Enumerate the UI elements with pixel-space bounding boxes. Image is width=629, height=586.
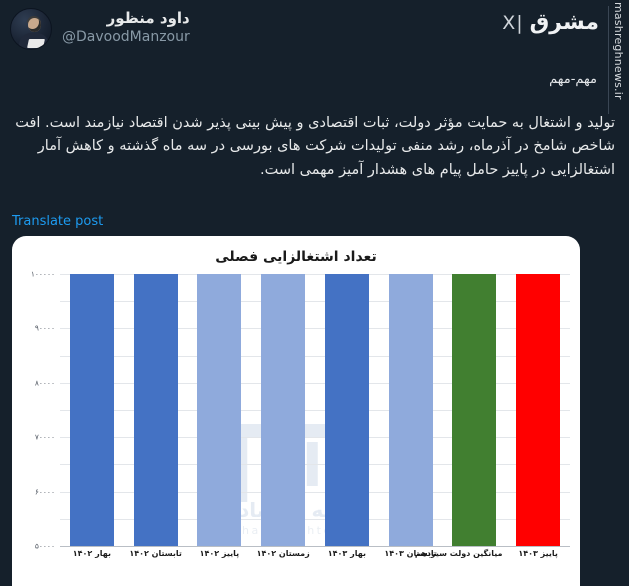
x-axis-label: بهار ۱۴۰۳ (327, 549, 366, 558)
bar-slot: ۳۴۳۷۷۶ (383, 274, 439, 546)
bar[interactable] (324, 274, 369, 546)
avatar[interactable] (10, 8, 52, 50)
header-divider (608, 6, 609, 114)
chart-plot-area: خانه اقتصاد Khaneyeghtesad ۱۰۰۰۰۰۹۰۰۰۰۸۰… (12, 270, 580, 586)
avatar-laptop (27, 39, 45, 48)
x-axis-label: میانگین دولت سیزدهم (414, 549, 503, 558)
avatar-head (28, 18, 41, 32)
post-body-text: تولید و اشتغال به حمایت مؤثر دولت، ثبات … (15, 115, 615, 178)
gridline: ۹۰۰۰۰ (35, 301, 570, 333)
translate-post-link[interactable]: Translate post (12, 214, 104, 229)
y-axis-tick-label: ۱۰۰۰۰۰ (30, 269, 55, 279)
chart-gridlines: ۱۰۰۰۰۰۹۰۰۰۰۸۰۰۰۰۷۰۰۰۰۶۰۰۰۰۵۰۰۰۰۴۰۰۰۰۳۰۰۰… (31, 270, 570, 551)
chart-x-axis-labels: بهار ۱۴۰۲ تابستان ۱۴۰۲ پاییز ۱۴۰۲ زمستان ۱۴… (60, 549, 570, 559)
brand-logo-group: X| مشرق (502, 10, 600, 35)
gridline: ۶۰۰۰۰ (35, 382, 570, 496)
gridline: ۷۰۰۰۰ (35, 355, 570, 442)
bar[interactable] (197, 274, 242, 546)
y-axis-tick-label: ۹۰۰۰۰ (34, 323, 55, 333)
author-display-name[interactable]: داود منظور (106, 9, 190, 27)
x-axis-label: پاییز ۱۴۰۳ (518, 549, 558, 558)
gridline: ۳۰۰۰۰ (60, 464, 570, 466)
y-axis-tick-label: ۸۰۰۰۰ (34, 378, 55, 388)
post-header: داود منظور @DavoodManzour (10, 8, 190, 50)
x-axis-label: پاییز ۱۴۰۲ (199, 549, 240, 558)
author-handle[interactable]: @DavoodManzour (62, 28, 190, 45)
bar-slot: ۷۵۷۱۱۱ (255, 274, 311, 546)
bar-slot: ۷۰۵۵۰۱ (191, 274, 247, 546)
bar[interactable] (516, 274, 561, 546)
bar[interactable] (261, 274, 306, 546)
gridline: ۱۰۰۰۰۰ (31, 270, 570, 279)
bar-slot: ۴۳۴۶۲۲ (446, 274, 502, 546)
chart-card[interactable]: تعداد اشتغالزایی فصلی خانه اقتصاد Khaney… (12, 236, 580, 586)
bar[interactable] (388, 274, 433, 546)
y-axis-tick-label: ۷۰۰۰۰ (34, 432, 55, 442)
x-axis-label: تابستان ۱۴۰۲ (129, 549, 182, 558)
chart-title: تعداد اشتغالزایی فصلی (215, 249, 377, 265)
gridline: ۰ (60, 546, 570, 547)
y-axis-tick-label: ۶۰۰۰۰ (34, 487, 55, 497)
gridline: ۲۰۰۰۰ (60, 491, 570, 493)
x-axis-label: تابستان ۱۴۰۳ (384, 549, 437, 558)
bar-slot: ۷۳۸۰۷۶ (64, 274, 120, 546)
gridline: ۸۰۰۰۰ (35, 328, 570, 387)
site-url-watermark: mashreghnews.ir (612, 2, 625, 100)
gridline: ۵۰۰۰۰ (35, 410, 570, 551)
chart-bars: ۷۳۸۰۷۶۹۰۶۷۹۹۷۰۵۵۰۱۷۵۷۱۱۱۳۳۹۸۱۴۳۴۳۷۷۶۴۳۴۶… (60, 274, 570, 546)
gridline: ۱۰۰۰۰ (60, 518, 570, 520)
gridline: ۴۰۰۰۰ (60, 437, 570, 439)
bar-slot: ۹۰۶۷۹۹ (128, 274, 184, 546)
author-names: داود منظور @DavoodManzour (62, 8, 190, 46)
tagline-text: مهم-مهم (549, 72, 597, 87)
mashregh-logo: مشرق (529, 10, 600, 35)
bar-slot: ۲۰۷۵۳۹ (510, 274, 566, 546)
bar-slot: ۳۳۹۸۱۴ (319, 274, 375, 546)
x-axis-label: زمستان ۱۴۰۲ (256, 549, 310, 558)
y-axis-tick-label: ۵۰۰۰۰ (34, 541, 55, 551)
bar[interactable] (452, 274, 497, 546)
x-axis-label: بهار ۱۴۰۲ (72, 549, 111, 558)
x-logo-icon: X| (502, 11, 524, 34)
bar[interactable] (69, 274, 114, 546)
bar[interactable] (133, 274, 178, 546)
